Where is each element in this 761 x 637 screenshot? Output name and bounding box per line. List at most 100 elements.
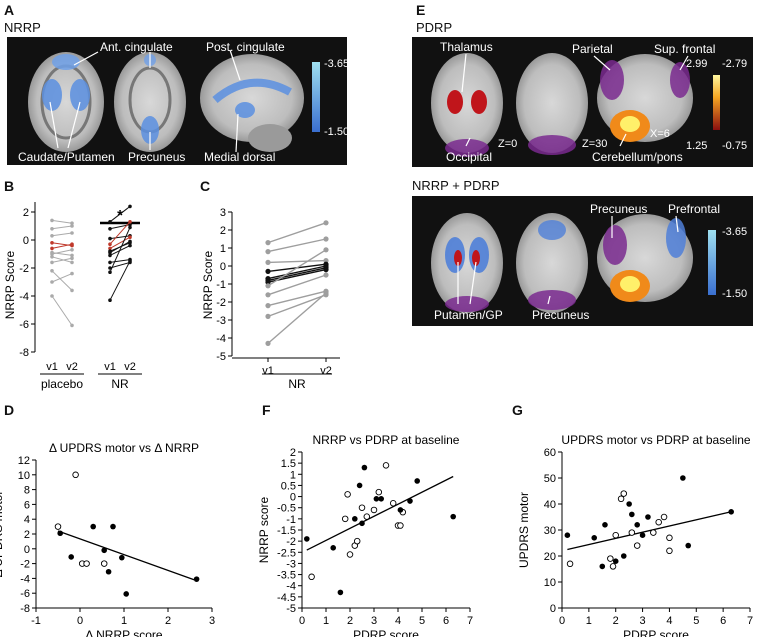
b-y-tick-label: -8 xyxy=(19,347,29,359)
label-thalamus: Thalamus xyxy=(440,40,493,54)
b-y-tick-label: 0 xyxy=(23,235,29,247)
b-nr-line xyxy=(109,240,131,254)
panelg-open-point xyxy=(609,563,617,570)
panelg-open-point xyxy=(628,529,636,536)
paneld-filled-point xyxy=(110,523,116,530)
b-placebo-point xyxy=(70,260,74,265)
panelf-filled-point xyxy=(359,520,365,527)
label-medial-dorsal: Medial dorsal xyxy=(204,150,276,164)
b-nr-point xyxy=(108,266,112,270)
b-group-label: NR xyxy=(111,377,129,391)
label-prefrontal: Prefrontal xyxy=(668,202,721,216)
paneld-filled-point xyxy=(68,554,74,560)
panel-letter-c: C xyxy=(200,178,211,194)
paneld-x-tick-label: 3 xyxy=(209,615,215,627)
paneld-filled-point xyxy=(90,523,96,530)
label-putamen-gp: Putamen/GP xyxy=(434,308,503,322)
b-significance-star: * xyxy=(117,207,123,224)
paneld-filled-point xyxy=(57,530,63,537)
panelg-filled-point xyxy=(634,522,640,528)
paneld-filled-point xyxy=(123,591,129,597)
c-point xyxy=(323,236,329,242)
c-y-tick-label: -2 xyxy=(216,297,226,309)
panelg-open-point xyxy=(612,531,619,539)
c-group-label: NR xyxy=(288,377,306,391)
combo-brain-sagittal xyxy=(597,214,693,302)
panel-e-hot-colorbar xyxy=(713,75,720,130)
b-placebo-point xyxy=(70,248,74,252)
scale-e-top: -3.65 xyxy=(722,226,748,238)
c-point xyxy=(265,249,271,255)
paneld-open-point xyxy=(100,560,108,567)
c-point xyxy=(265,313,271,319)
c-point xyxy=(323,247,329,253)
panelf-open-point xyxy=(346,551,354,558)
panelg-x-tick-label: 5 xyxy=(693,615,699,627)
b-placebo-point xyxy=(50,294,54,298)
panelg-y-tick-label: 10 xyxy=(544,577,556,589)
panelf-filled-point xyxy=(397,507,404,513)
c-pair-line xyxy=(267,249,327,287)
panelf-y-tick-label: 0.5 xyxy=(281,480,296,492)
label-post-cingulate: Post. cingulate xyxy=(206,40,285,54)
b-nr-line xyxy=(109,236,131,249)
panelf-x-tick-label: 3 xyxy=(371,615,377,627)
b-placebo-point xyxy=(50,218,54,223)
panelf-open-point xyxy=(389,500,397,507)
b-nr-point xyxy=(128,222,132,227)
b-nr-line xyxy=(109,221,131,245)
b-nr-line xyxy=(109,227,131,273)
panelf-x-tick-label: 7 xyxy=(467,615,473,627)
c-pair-line xyxy=(267,222,327,244)
panelf-open-point xyxy=(353,537,361,545)
panelf-open-point xyxy=(397,522,404,529)
panelg-open-point xyxy=(566,560,574,568)
c-pair-line xyxy=(267,238,327,253)
scale-hot-tr: -2.79 xyxy=(722,58,748,70)
b-y-tick-label: -4 xyxy=(19,291,29,303)
paneld-x-tick-label: 1 xyxy=(121,615,127,627)
c-y-tick-label: -1 xyxy=(216,279,226,291)
panelg-y-tick-label: 30 xyxy=(544,525,556,537)
panelf-open-point xyxy=(344,491,351,498)
b-nr-line xyxy=(109,259,131,263)
c-point xyxy=(265,268,271,274)
panel-e-arrows xyxy=(457,53,689,305)
panel-letter-b: B xyxy=(4,178,15,194)
panelf-filled-point xyxy=(330,545,337,551)
c-y-tick-label: 1 xyxy=(220,243,226,255)
panelf-open-point xyxy=(375,488,383,496)
paneld-y-axis-label: Δ UPDRS motor xyxy=(0,491,5,578)
b-nr-point xyxy=(128,204,132,209)
c-pair-line xyxy=(267,294,327,318)
b-nr-point xyxy=(108,227,112,231)
b-placebo-point xyxy=(70,256,74,261)
panelg-y-tick-label: 60 xyxy=(544,447,556,459)
c-point xyxy=(323,272,329,278)
panelf-open-point xyxy=(341,515,349,523)
panelg-open-point xyxy=(666,547,673,555)
paneld-open-point xyxy=(54,523,62,530)
panelg-open-point xyxy=(650,529,657,536)
pdrp-brain-axial-2 xyxy=(516,53,588,155)
c-point xyxy=(323,258,329,264)
panel-letter-f: F xyxy=(262,402,271,418)
c-point xyxy=(265,340,271,346)
b-nr-line xyxy=(109,206,131,223)
b-placebo-point xyxy=(50,260,54,265)
panelf-filled-point xyxy=(373,496,380,502)
b-y-tick-label: 2 xyxy=(23,207,29,219)
paneld-open-point xyxy=(83,560,90,567)
b-nr-point xyxy=(108,270,112,275)
panelf-x-tick-label: 1 xyxy=(323,615,329,627)
panelf-filled-point xyxy=(378,496,385,502)
c-y-tick-label: -4 xyxy=(216,333,226,345)
panelg-x-tick-label: 1 xyxy=(586,615,592,627)
panelg-filled-point xyxy=(626,501,632,507)
panel-a-colorbar xyxy=(312,62,320,132)
paneld-y-tick-label: 6 xyxy=(24,499,30,511)
c-point xyxy=(323,220,329,226)
panelf-y-tick-label: -2 xyxy=(286,536,296,548)
label-occipital: Occipital xyxy=(446,150,493,164)
